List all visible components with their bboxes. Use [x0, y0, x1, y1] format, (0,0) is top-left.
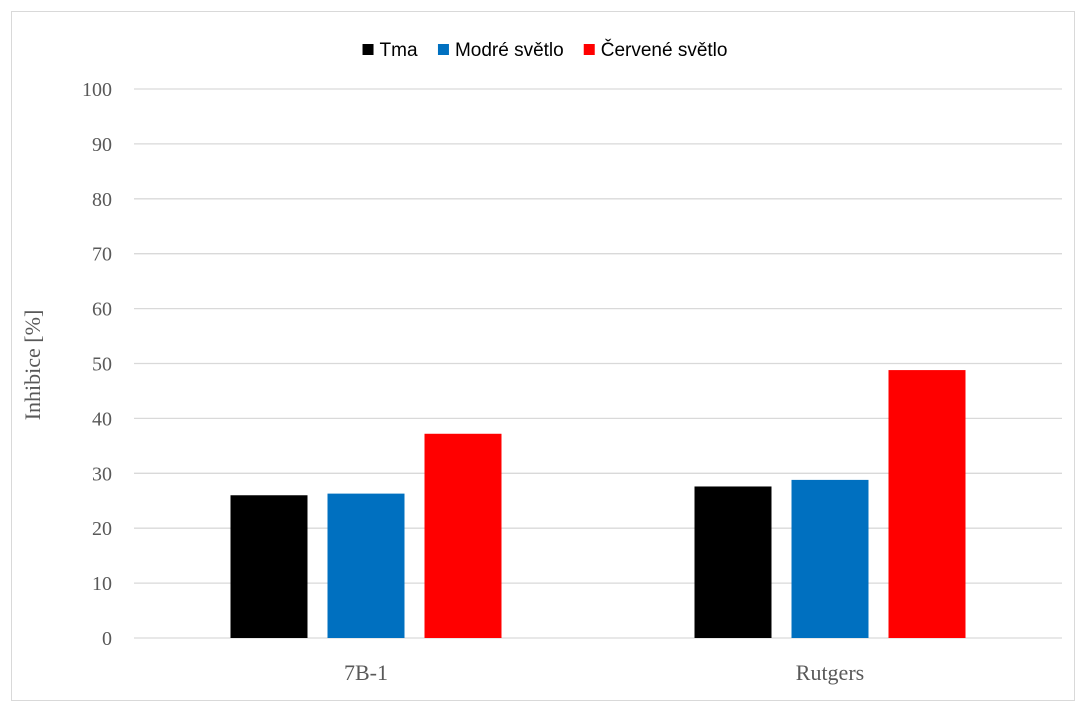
category-labels: 7B-1 Rutgers	[344, 660, 864, 685]
bar-chart: 0 10 20 30 40 50 60 70 80 90 100 7B-1 Rutgers Tma Mo…	[20, 39, 1062, 685]
y-tick-label: 30	[92, 463, 112, 485]
y-tick-label: 50	[92, 354, 112, 376]
bar-Rutgers-Červené světlo	[888, 370, 966, 638]
legend-label: Tma	[380, 40, 418, 61]
legend-swatch	[437, 44, 449, 55]
y-tick-label: 40	[92, 408, 112, 430]
bar-7B-1-Tma	[230, 495, 308, 638]
legend-label: Modré světlo	[455, 40, 564, 61]
y-tick-label: 70	[92, 244, 112, 266]
y-tick-label: 100	[82, 79, 112, 101]
y-tick-labels: 0 10 20 30 40 50 60 70 80 90 100	[82, 79, 112, 650]
y-tick-label: 90	[92, 134, 112, 156]
bars	[230, 370, 966, 638]
legend-label: Červené světlo	[601, 39, 728, 61]
legend: Tma Modré světlo Červené světlo	[362, 39, 728, 61]
y-tick-label: 20	[92, 518, 112, 540]
category-label: Rutgers	[796, 660, 864, 685]
bar-Rutgers-Tma	[694, 486, 772, 638]
y-tick-label: 0	[102, 628, 112, 650]
bar-7B-1-Modré světlo	[327, 493, 405, 638]
y-axis-title: Inhibice [%]	[20, 310, 45, 421]
category-label: 7B-1	[344, 660, 388, 685]
legend-swatch	[583, 44, 595, 55]
y-tick-label: 10	[92, 573, 112, 595]
y-tick-label: 60	[92, 299, 112, 321]
bar-7B-1-Červené světlo	[424, 433, 502, 638]
y-tick-label: 80	[92, 189, 112, 211]
bar-Rutgers-Modré světlo	[791, 479, 869, 638]
legend-swatch	[362, 44, 374, 55]
